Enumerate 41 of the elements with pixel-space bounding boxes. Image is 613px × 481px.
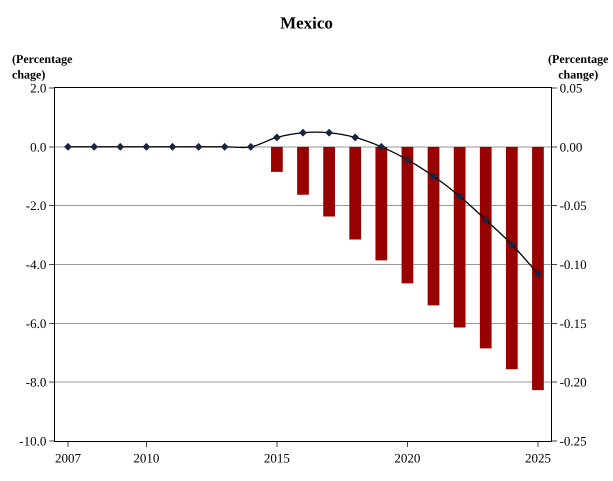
y-tick-label: -8.0 <box>26 374 46 390</box>
y-tick-label: -6.0 <box>26 316 46 331</box>
point <box>351 134 360 142</box>
x-tick-label: 2007 <box>55 450 82 466</box>
point <box>325 128 334 137</box>
y-axis-title: (Percentage chage) <box>12 52 74 82</box>
point <box>456 192 464 200</box>
point <box>142 142 150 151</box>
point <box>508 240 516 248</box>
point <box>377 142 386 151</box>
point <box>299 128 307 137</box>
point <box>482 216 490 224</box>
point <box>64 142 72 151</box>
point <box>116 142 124 151</box>
point <box>168 142 176 151</box>
y2-tick-label: -0.20 <box>560 374 587 390</box>
y-tick-label: -4.0 <box>26 257 46 272</box>
point <box>272 134 281 142</box>
x-tick-label: 2020 <box>394 450 420 466</box>
point <box>404 156 412 164</box>
y2-tick-label: -0.10 <box>560 257 587 272</box>
point <box>534 270 542 278</box>
y-tick-label: -10.0 <box>19 434 46 449</box>
point <box>246 142 255 151</box>
y2-tick-label: 0.00 <box>560 139 582 154</box>
x-tick-label: 2015 <box>264 450 290 466</box>
x-tick-label: 2025 <box>524 450 551 466</box>
y2-tick-label: 0.05 <box>560 80 582 96</box>
point <box>90 142 98 151</box>
y2-tick-label: -0.05 <box>560 198 587 214</box>
point <box>220 142 229 151</box>
y2-tick-label: -0.15 <box>560 316 587 331</box>
y-tick-label: 0.0 <box>30 139 46 154</box>
x-tick-label: 2010 <box>133 450 160 466</box>
y2-tick-label: -0.25 <box>560 434 587 449</box>
chart-title: Mexico <box>280 14 333 33</box>
y-tick-label: 2.0 <box>30 80 46 96</box>
y2-axis-title: (Percentage change) <box>548 52 610 82</box>
point <box>430 172 438 180</box>
point <box>194 142 202 151</box>
y-tick-label: -2.0 <box>26 198 46 214</box>
